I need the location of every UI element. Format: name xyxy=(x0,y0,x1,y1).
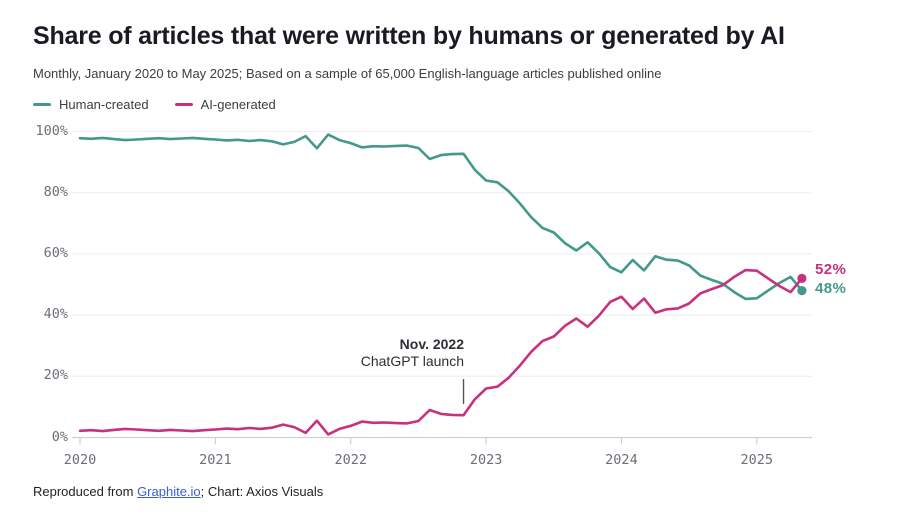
x-axis-label: 2024 xyxy=(605,452,638,468)
x-axis-label: 2020 xyxy=(63,452,97,468)
chart-title: Share of articles that were written by h… xyxy=(33,22,785,50)
x-axis-label: 2023 xyxy=(469,452,503,468)
source-prefix: Reproduced from xyxy=(33,484,138,499)
annotation-text: ChatGPT launch xyxy=(360,353,464,369)
y-axis-label: 20% xyxy=(43,367,68,384)
ai-generated-end-value: 52% xyxy=(815,261,847,278)
source-credit: Reproduced from Graphite.io; Chart: Axio… xyxy=(33,484,323,499)
legend-item-ai-generated: AI-generated xyxy=(174,97,276,112)
x-axis-label: 2025 xyxy=(740,452,774,468)
annotation-date: Nov. 2022 xyxy=(399,336,464,352)
source-suffix: ; Chart: Axios Visuals xyxy=(200,484,324,499)
human-created-swatch-icon xyxy=(33,102,51,107)
y-axis-label: 60% xyxy=(43,244,68,261)
y-axis-label: 0% xyxy=(51,428,68,445)
chart-subtitle: Monthly, January 2020 to May 2025; Based… xyxy=(33,66,662,81)
legend-label: AI-generated xyxy=(200,97,276,112)
y-axis-label: 100% xyxy=(35,122,68,139)
ai-generated-swatch-icon xyxy=(174,102,193,107)
x-axis-label: 2022 xyxy=(334,452,367,468)
chatgpt-launch-annotation: Nov. 2022 ChatGPT launch xyxy=(361,336,464,370)
y-axis-label: 80% xyxy=(43,183,68,200)
legend-label: Human-created xyxy=(59,97,149,112)
y-axis-label: 40% xyxy=(43,306,68,323)
x-axis-label: 2021 xyxy=(199,452,232,468)
human-created-end-value: 48% xyxy=(815,280,847,297)
chart-legend: Human-created AI-generated xyxy=(33,97,276,112)
graphite-link[interactable]: Graphite.io xyxy=(137,484,201,499)
legend-item-human-created: Human-created xyxy=(33,97,149,112)
